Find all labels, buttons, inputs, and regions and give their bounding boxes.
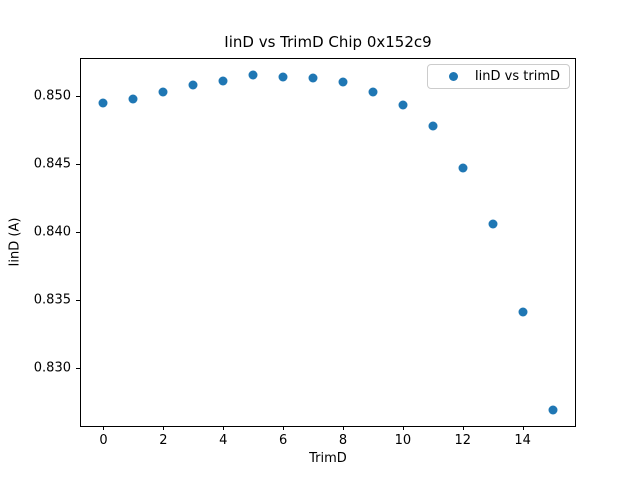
scatter-point	[278, 72, 288, 82]
x-tick-label: 6	[278, 433, 288, 448]
y-tick-label: 0.835	[33, 292, 71, 308]
y-tick-mark	[76, 231, 80, 233]
y-axis-label: IinD (A)	[7, 217, 23, 267]
scatter-point	[248, 70, 258, 80]
x-tick-mark	[402, 426, 404, 430]
chart-title: IinD vs TrimD Chip 0x152c9	[224, 33, 432, 51]
scatter-point	[128, 94, 138, 104]
y-tick-label: 0.850	[33, 88, 71, 104]
x-tick-label: 12	[454, 433, 471, 448]
legend-label: IinD vs trimD	[474, 69, 560, 84]
y-tick-label: 0.840	[33, 224, 71, 240]
x-tick-mark	[163, 426, 165, 430]
x-tick-mark	[103, 426, 105, 430]
x-tick-mark	[342, 426, 344, 430]
scatter-point	[338, 77, 348, 87]
scatter-point	[368, 87, 378, 97]
y-tick-label: 0.845	[33, 156, 71, 172]
y-tick-mark	[76, 367, 80, 369]
x-tick-label: 10	[394, 433, 412, 448]
x-tick-label: 14	[514, 433, 531, 448]
scatter-point	[98, 98, 108, 108]
legend-marker-icon	[448, 72, 458, 81]
x-tick-mark	[522, 426, 524, 430]
scatter-point	[398, 100, 408, 110]
x-tick-label: 8	[338, 433, 348, 448]
x-tick-label: 0	[99, 433, 108, 448]
scatter-point	[428, 121, 438, 131]
scatter-point	[308, 73, 318, 83]
x-tick-label: 4	[219, 433, 228, 448]
x-tick-label: 2	[159, 433, 168, 448]
scatter-point	[488, 219, 498, 229]
x-axis-label: TrimD	[309, 451, 347, 466]
y-tick-mark	[76, 163, 80, 165]
legend: IinD vs trimD	[426, 64, 570, 89]
scatter-point	[218, 76, 228, 86]
x-tick-mark	[283, 426, 285, 430]
x-tick-mark	[462, 426, 464, 430]
y-tick-mark	[76, 95, 80, 97]
x-tick-mark	[223, 426, 225, 430]
y-tick-mark	[76, 299, 80, 301]
scatter-point	[518, 307, 528, 317]
scatter-point	[458, 163, 468, 173]
scatter-point	[548, 405, 558, 415]
scatter-point	[158, 87, 168, 97]
plot-area: IinD vs trimD 0 2 4 6 8 10 12 14 0.830 0.835 0.840…	[34, 58, 576, 448]
y-tick-label: 0.830	[33, 360, 71, 376]
scatter-point	[188, 80, 198, 90]
